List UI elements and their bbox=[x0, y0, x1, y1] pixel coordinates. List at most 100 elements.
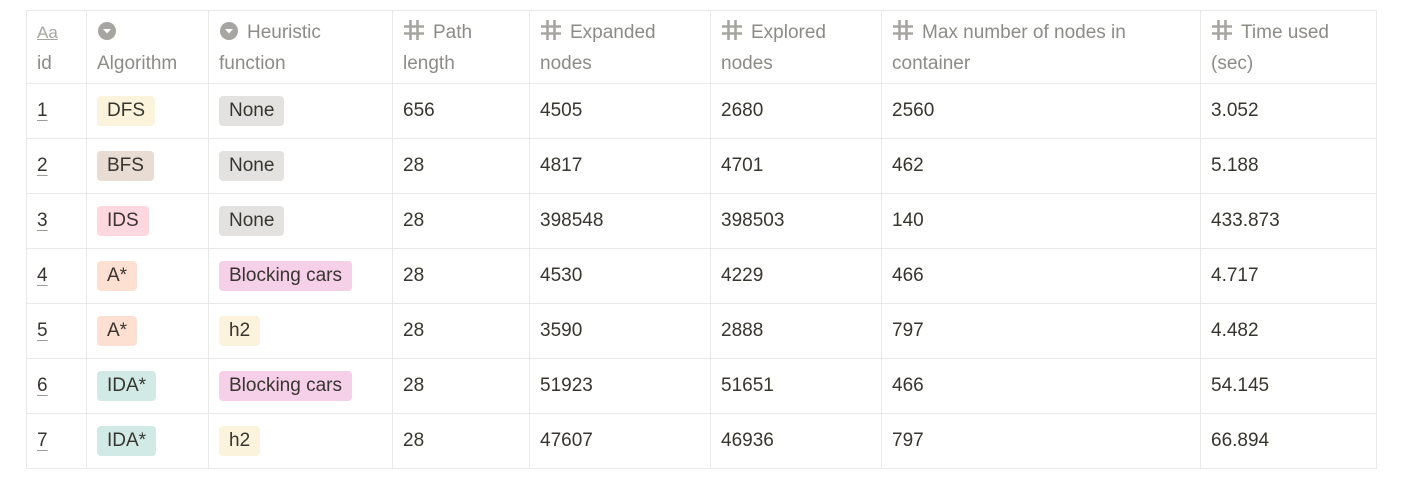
heuristic-tag: Blocking cars bbox=[219, 261, 352, 291]
column-label-line1: Max number of nodes in bbox=[922, 22, 1126, 43]
column-label-line1: Expanded bbox=[570, 22, 656, 43]
cell-algorithm[interactable]: IDA* bbox=[86, 413, 209, 469]
cell-time-used[interactable]: 4.482 bbox=[1200, 303, 1377, 359]
cell-time-used[interactable]: 66.894 bbox=[1200, 413, 1377, 469]
algorithm-tag: DFS bbox=[97, 96, 155, 126]
cell-max-nodes-in-container[interactable]: 466 bbox=[881, 358, 1201, 414]
cell-heuristic-function[interactable]: Blocking cars bbox=[208, 358, 393, 414]
cell-id[interactable]: 1 bbox=[26, 83, 87, 139]
column-label-line2: nodes bbox=[540, 53, 592, 74]
cell-value: 46936 bbox=[721, 430, 774, 451]
table-row[interactable]: 5 A* h2 28 3590 2888 797 4.482 bbox=[26, 303, 1377, 359]
column-label-line1: Explored bbox=[751, 22, 826, 43]
cell-explored-nodes[interactable]: 4229 bbox=[710, 248, 882, 304]
cell-value: 462 bbox=[892, 155, 924, 176]
row-id-link[interactable]: 3 bbox=[37, 210, 48, 231]
cell-path-length[interactable]: 28 bbox=[392, 413, 530, 469]
row-id-link[interactable]: 5 bbox=[37, 320, 48, 341]
column-header-max-nodes-in-container[interactable]: Max number of nodes in container bbox=[881, 10, 1201, 84]
cell-expanded-nodes[interactable]: 47607 bbox=[529, 413, 711, 469]
cell-explored-nodes[interactable]: 398503 bbox=[710, 193, 882, 249]
table-row[interactable]: 2 BFS None 28 4817 4701 462 5.188 bbox=[26, 138, 1377, 194]
column-header-heuristic-function[interactable]: Heuristic function bbox=[208, 10, 393, 84]
cell-value: 28 bbox=[403, 265, 425, 286]
cell-id[interactable]: 7 bbox=[26, 413, 87, 469]
cell-value: 51651 bbox=[721, 375, 774, 396]
cell-max-nodes-in-container[interactable]: 797 bbox=[881, 413, 1201, 469]
cell-max-nodes-in-container[interactable]: 466 bbox=[881, 248, 1201, 304]
cell-max-nodes-in-container[interactable]: 797 bbox=[881, 303, 1201, 359]
cell-time-used[interactable]: 5.188 bbox=[1200, 138, 1377, 194]
cell-time-used[interactable]: 54.145 bbox=[1200, 358, 1377, 414]
cell-path-length[interactable]: 28 bbox=[392, 193, 530, 249]
cell-id[interactable]: 5 bbox=[26, 303, 87, 359]
cell-path-length[interactable]: 28 bbox=[392, 358, 530, 414]
cell-explored-nodes[interactable]: 51651 bbox=[710, 358, 882, 414]
cell-path-length[interactable]: 28 bbox=[392, 138, 530, 194]
cell-value: 4701 bbox=[721, 155, 764, 176]
cell-algorithm[interactable]: IDS bbox=[86, 193, 209, 249]
cell-expanded-nodes[interactable]: 3590 bbox=[529, 303, 711, 359]
cell-value: 797 bbox=[892, 320, 924, 341]
cell-value: 398548 bbox=[540, 210, 604, 231]
column-label-line2: id bbox=[37, 53, 52, 74]
table-row[interactable]: 1 DFS None 656 4505 2680 2560 3.052 bbox=[26, 83, 1377, 139]
table-row[interactable]: 3 IDS None 28 398548 398503 140 433.873 bbox=[26, 193, 1377, 249]
cell-heuristic-function[interactable]: Blocking cars bbox=[208, 248, 393, 304]
row-id-link[interactable]: 6 bbox=[37, 375, 48, 396]
cell-heuristic-function[interactable]: None bbox=[208, 138, 393, 194]
cell-path-length[interactable]: 656 bbox=[392, 83, 530, 139]
cell-value: 4229 bbox=[721, 265, 764, 286]
table-row[interactable]: 7 IDA* h2 28 47607 46936 797 66.894 bbox=[26, 413, 1377, 469]
cell-explored-nodes[interactable]: 46936 bbox=[710, 413, 882, 469]
column-label-line2: nodes bbox=[721, 53, 773, 74]
cell-id[interactable]: 4 bbox=[26, 248, 87, 304]
column-header-explored-nodes[interactable]: Explored nodes bbox=[710, 10, 882, 84]
cell-max-nodes-in-container[interactable]: 2560 bbox=[881, 83, 1201, 139]
cell-value: 5.188 bbox=[1211, 155, 1259, 176]
cell-algorithm[interactable]: A* bbox=[86, 248, 209, 304]
cell-expanded-nodes[interactable]: 4817 bbox=[529, 138, 711, 194]
cell-time-used[interactable]: 433.873 bbox=[1200, 193, 1377, 249]
row-id-link[interactable]: 2 bbox=[37, 155, 48, 176]
cell-expanded-nodes[interactable]: 51923 bbox=[529, 358, 711, 414]
cell-max-nodes-in-container[interactable]: 140 bbox=[881, 193, 1201, 249]
column-label-line2: Algorithm bbox=[97, 53, 178, 74]
cell-value: 140 bbox=[892, 210, 924, 231]
cell-expanded-nodes[interactable]: 4505 bbox=[529, 83, 711, 139]
cell-id[interactable]: 2 bbox=[26, 138, 87, 194]
cell-explored-nodes[interactable]: 2680 bbox=[710, 83, 882, 139]
cell-max-nodes-in-container[interactable]: 462 bbox=[881, 138, 1201, 194]
cell-algorithm[interactable]: A* bbox=[86, 303, 209, 359]
cell-explored-nodes[interactable]: 4701 bbox=[710, 138, 882, 194]
cell-time-used[interactable]: 3.052 bbox=[1200, 83, 1377, 139]
column-header-expanded-nodes[interactable]: Expanded nodes bbox=[529, 10, 711, 84]
cell-heuristic-function[interactable]: h2 bbox=[208, 303, 393, 359]
cell-value: 4530 bbox=[540, 265, 583, 286]
column-header-id[interactable]: Aa id bbox=[26, 10, 87, 84]
cell-algorithm[interactable]: IDA* bbox=[86, 358, 209, 414]
cell-path-length[interactable]: 28 bbox=[392, 248, 530, 304]
cell-heuristic-function[interactable]: None bbox=[208, 83, 393, 139]
row-id-link[interactable]: 4 bbox=[37, 265, 48, 286]
column-header-path-length[interactable]: Path length bbox=[392, 10, 530, 84]
number-property-icon bbox=[1211, 19, 1233, 41]
table-row[interactable]: 6 IDA* Blocking cars 28 51923 51651 466 54.145 bbox=[26, 358, 1377, 414]
cell-heuristic-function[interactable]: None bbox=[208, 193, 393, 249]
row-id-link[interactable]: 7 bbox=[37, 430, 48, 451]
cell-path-length[interactable]: 28 bbox=[392, 303, 530, 359]
cell-expanded-nodes[interactable]: 4530 bbox=[529, 248, 711, 304]
heuristic-tag: None bbox=[219, 96, 285, 126]
row-id-link[interactable]: 1 bbox=[37, 100, 48, 121]
cell-id[interactable]: 3 bbox=[26, 193, 87, 249]
cell-explored-nodes[interactable]: 2888 bbox=[710, 303, 882, 359]
cell-time-used[interactable]: 4.717 bbox=[1200, 248, 1377, 304]
cell-algorithm[interactable]: BFS bbox=[86, 138, 209, 194]
table-row[interactable]: 4 A* Blocking cars 28 4530 4229 466 4.717 bbox=[26, 248, 1377, 304]
cell-id[interactable]: 6 bbox=[26, 358, 87, 414]
cell-expanded-nodes[interactable]: 398548 bbox=[529, 193, 711, 249]
column-header-algorithm[interactable]: Algorithm bbox=[86, 10, 209, 84]
cell-heuristic-function[interactable]: h2 bbox=[208, 413, 393, 469]
column-header-time-used[interactable]: Time used (sec) bbox=[1200, 10, 1377, 84]
cell-algorithm[interactable]: DFS bbox=[86, 83, 209, 139]
